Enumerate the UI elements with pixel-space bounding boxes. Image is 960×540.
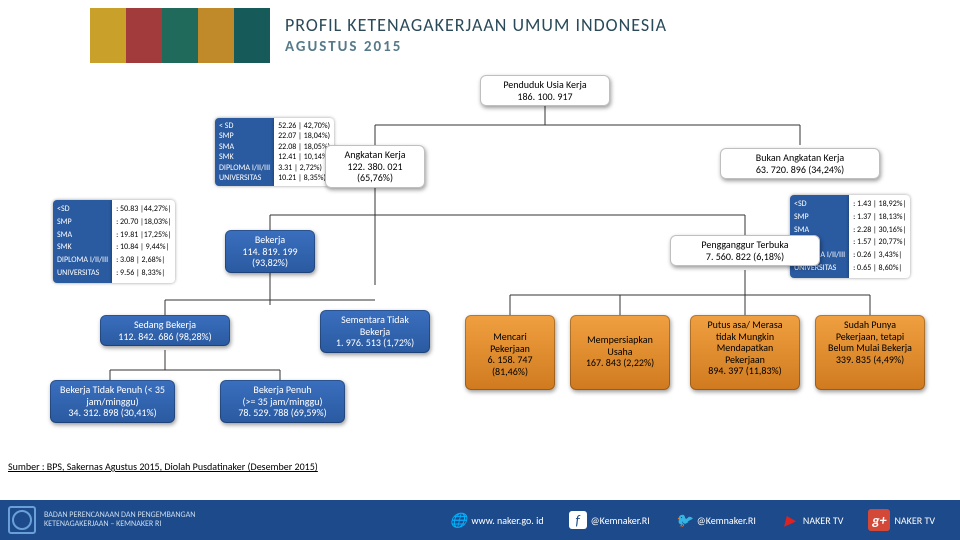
node-bukan-angkatan-kerja: Bukan Angkatan Kerja 63. 720. 896 (34,24… xyxy=(720,148,880,179)
node-mencari-pekerjaan: Mencari Pekerjaan 6. 158. 747 (81,46%) xyxy=(465,315,555,390)
node-bekerja-tidak-penuh: Bekerja Tidak Penuh (< 35 jam/minggu) 34… xyxy=(50,380,175,423)
ministry-logo-icon xyxy=(8,506,36,534)
node-sudah-punya: Sudah Punya Pekerjaan, tetapi Belum Mula… xyxy=(815,315,925,390)
footer-gplus[interactable]: g+NAKER TV xyxy=(868,509,935,531)
org-chart: Penduduk Usia Kerja 186. 100. 917 < SDSM… xyxy=(0,70,960,470)
footer-web[interactable]: 🌐www. naker.go. id xyxy=(449,511,543,529)
report-subtitle: AGUSTUS 2015 xyxy=(285,38,870,56)
header-image xyxy=(90,8,270,63)
source-citation: Sumber : BPS, Sakernas Agustus 2015, Dio… xyxy=(8,460,318,473)
facebook-icon: f xyxy=(569,511,587,529)
node-sedang-bekerja: Sedang Bekerja 112. 842. 686 (98,28%) xyxy=(100,315,230,346)
node-mempersiapkan-usaha: Mempersiapkan Usaha 167. 843 (2,22%) xyxy=(570,315,670,390)
node-penduduk-usia-kerja: Penduduk Usia Kerja 186. 100. 917 xyxy=(480,75,610,106)
node-pengganggur: Pengganggur Terbuka 7. 560. 822 (6,18%) xyxy=(670,235,820,266)
header-banner: PROFIL KETENAGAKERJAAN UMUM INDONESIA AG… xyxy=(90,5,870,65)
report-title: PROFIL KETENAGAKERJAAN UMUM INDONESIA xyxy=(285,14,870,36)
stats-root: < SDSMPSMASMKDIPLOMA I/II/IIIUNIVERSITAS… xyxy=(215,118,334,186)
footer-bar: BADAN PERENCANAAN DAN PENGEMBANGAN KETEN… xyxy=(0,500,960,540)
node-bekerja-penuh: Bekerja Penuh (>= 35 jam/minggu) 78. 529… xyxy=(220,380,345,423)
gplus-icon: g+ xyxy=(868,509,890,531)
footer-facebook[interactable]: f@Kemnaker.RI xyxy=(569,511,650,529)
footer-youtube[interactable]: ▶NAKER TV xyxy=(781,511,844,529)
youtube-icon: ▶ xyxy=(781,511,799,529)
stats-bekerja: <SDSMPSMASMKDIPLOMA I/II/IIIUNIVERSITAS … xyxy=(53,200,175,283)
footer-twitter[interactable]: 🐦@Kemnaker.RI xyxy=(675,511,756,529)
node-putus-asa: Putus asa/ Merasa tidak Mungkin Mendapat… xyxy=(690,315,800,390)
ministry-name: BADAN PERENCANAAN DAN PENGEMBANGAN KETEN… xyxy=(44,511,195,529)
globe-icon: 🌐 xyxy=(449,511,467,529)
node-angkatan-kerja: Angkatan Kerja 122. 380. 021 (65,76%) xyxy=(325,145,425,188)
node-bekerja: Bekerja 114. 819. 199 (93,82%) xyxy=(225,230,315,273)
twitter-icon: 🐦 xyxy=(675,511,693,529)
node-sementara-tidak-bekerja: Sementara Tidak Bekerja 1. 976. 513 (1,7… xyxy=(320,310,430,353)
